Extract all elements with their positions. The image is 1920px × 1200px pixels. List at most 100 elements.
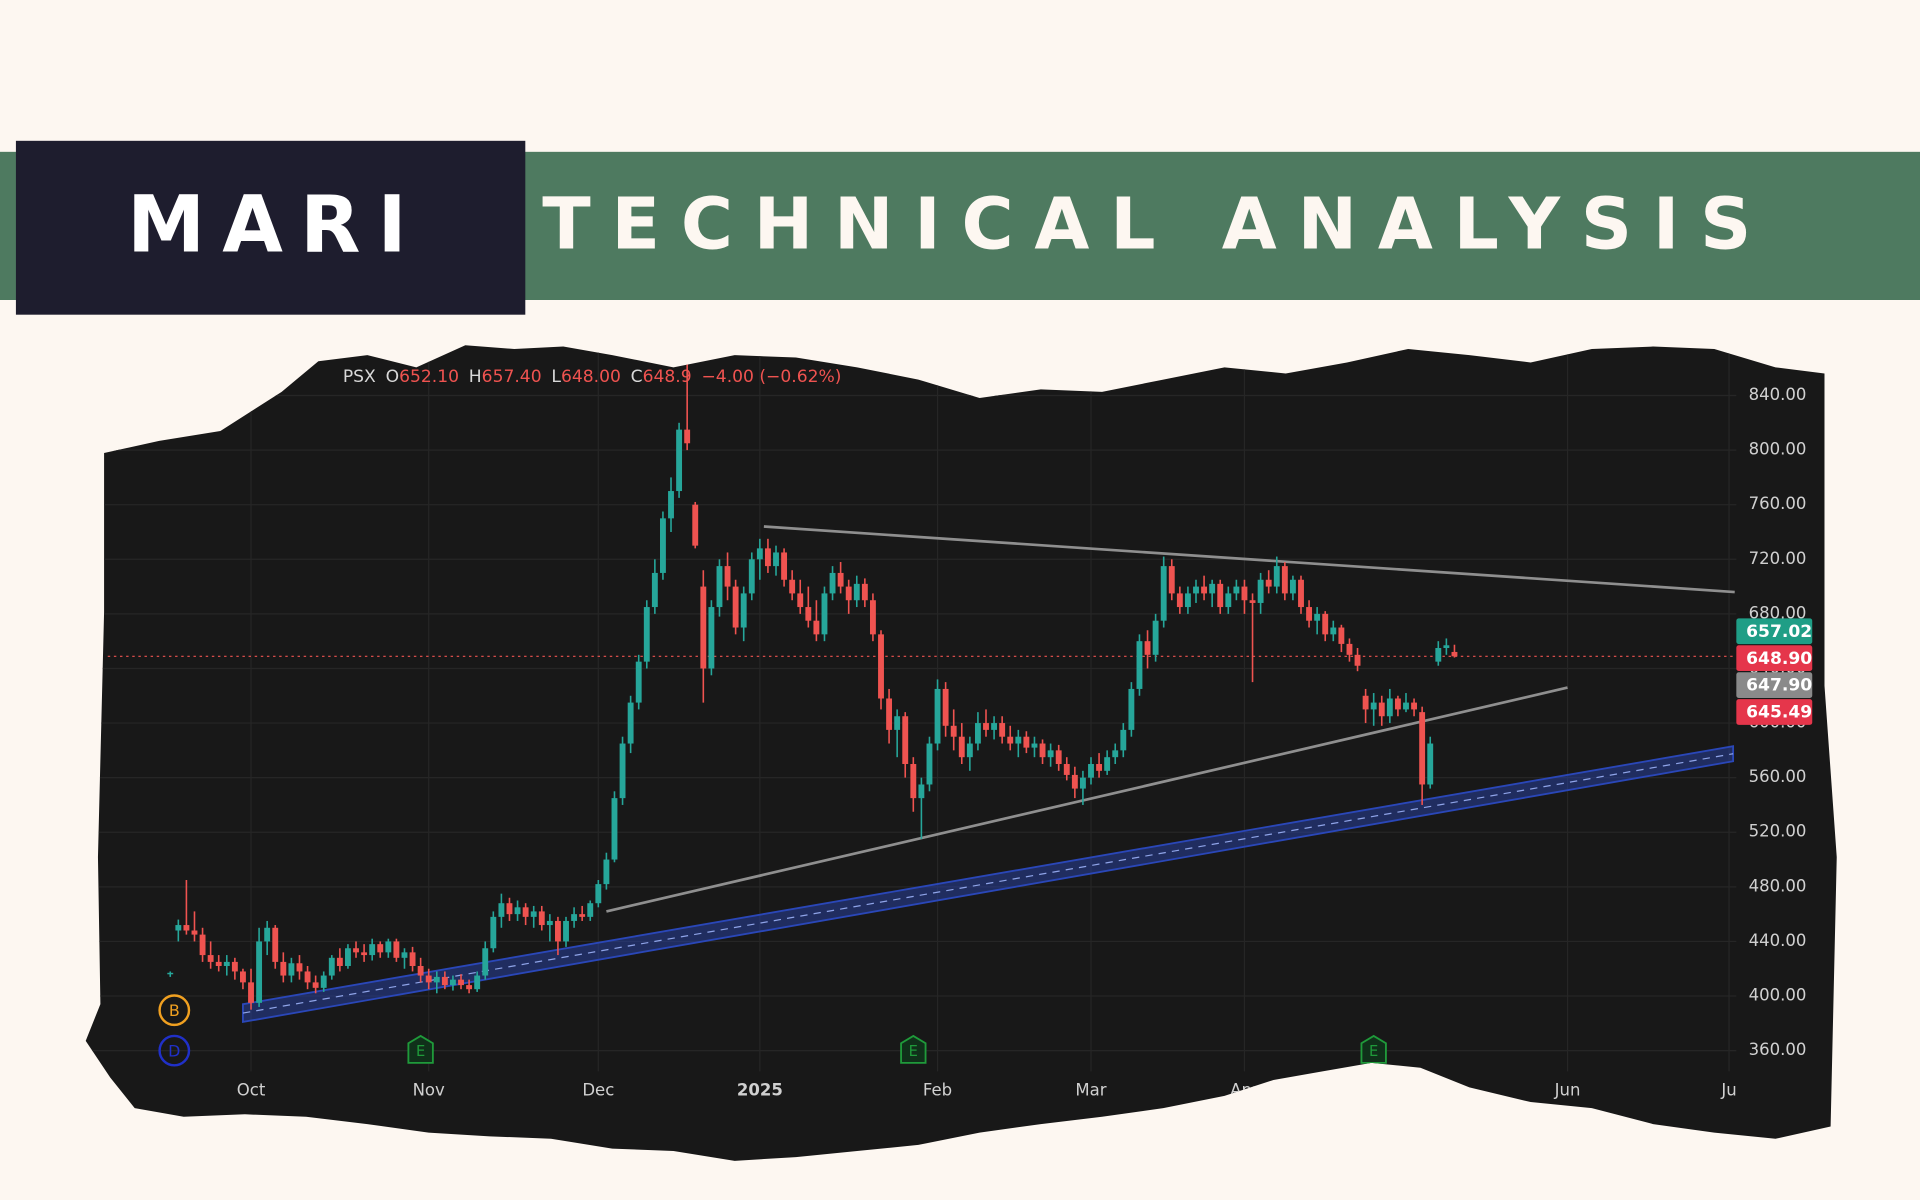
ohlc-legend: 648.9 — [643, 367, 692, 387]
candle-body — [1289, 579, 1296, 594]
candle-body — [240, 971, 246, 983]
candle-body — [966, 743, 973, 758]
candle-body — [304, 971, 311, 983]
candle-body — [369, 944, 376, 956]
candle-body — [425, 975, 432, 983]
candle-body — [401, 952, 408, 958]
candle-body — [861, 583, 868, 601]
candle-body — [894, 716, 901, 730]
candle-body — [1079, 777, 1086, 789]
event-label: B — [169, 1001, 180, 1020]
x-tick-label: Jun — [1554, 1081, 1581, 1100]
price-tag — [1736, 672, 1813, 698]
price-tag — [1736, 618, 1813, 645]
price-tag-label: 647.90 — [1746, 676, 1812, 696]
candle-body — [1136, 641, 1143, 689]
candle-body — [773, 552, 779, 567]
candle-body — [474, 975, 481, 990]
candle-body — [1451, 651, 1458, 657]
candle-body — [554, 920, 561, 942]
candle-body — [417, 965, 424, 976]
y-tick-label: 840.00 — [1749, 385, 1807, 404]
candle-body — [934, 688, 941, 744]
candle-body — [611, 798, 618, 860]
candle-body — [546, 920, 553, 926]
candle-body — [837, 572, 844, 587]
candle-body — [700, 586, 707, 669]
candle-body — [1112, 750, 1119, 758]
candle-body — [167, 972, 174, 975]
candle-body — [175, 925, 182, 931]
candle-body — [942, 688, 949, 726]
ohlc-legend: O — [386, 367, 399, 387]
candle-body — [635, 661, 642, 703]
candle-body — [1370, 702, 1377, 710]
y-tick-label: 440.00 — [1749, 931, 1807, 950]
event-marker — [900, 1034, 927, 1064]
ohlc-legend: PSX — [343, 367, 376, 387]
candle-body — [1063, 764, 1070, 775]
candle-body — [377, 944, 384, 953]
candle-body — [1071, 774, 1078, 789]
candle-body — [514, 907, 521, 915]
y-tick-label: 760.00 — [1749, 494, 1807, 513]
candle-body — [732, 586, 739, 628]
y-tick-label: 560.00 — [1749, 767, 1807, 786]
candle-body — [627, 702, 634, 744]
candle-body — [1096, 764, 1103, 771]
candle-body — [1039, 743, 1046, 758]
candle-body — [1378, 702, 1385, 717]
ohlc-legend: L — [551, 367, 561, 387]
candle-body — [1176, 593, 1183, 608]
candle-body — [756, 548, 763, 560]
ohlc-legend: H — [469, 367, 482, 387]
candle-body — [215, 961, 222, 966]
candle-body — [231, 961, 238, 972]
event-marker — [407, 1034, 434, 1064]
candle-body — [223, 961, 230, 966]
candle-body — [716, 566, 723, 608]
candle-body — [530, 911, 537, 917]
candle-body — [1193, 586, 1199, 594]
candle-body — [983, 723, 989, 730]
candle-body — [676, 429, 683, 492]
candle-body — [668, 491, 674, 519]
candle-body — [441, 976, 448, 986]
candle-body — [740, 593, 747, 628]
candle-body — [1184, 593, 1191, 608]
ohlc-legend: C — [631, 367, 643, 387]
candle-body — [1168, 566, 1175, 594]
candle-body — [280, 961, 287, 976]
price-tag-label: 648.90 — [1746, 649, 1812, 669]
x-tick-label: 2025 — [737, 1081, 783, 1100]
event-marker — [1360, 1034, 1387, 1064]
event-label: E — [909, 1043, 918, 1060]
candle-body — [482, 948, 489, 976]
candle-body — [288, 963, 295, 976]
candle-body — [1443, 645, 1450, 648]
y-tick-label: 480.00 — [1749, 876, 1807, 895]
candle-body — [950, 725, 957, 737]
x-tick-label: Dec — [582, 1081, 614, 1100]
candle-body — [1144, 641, 1151, 655]
candle-body — [643, 607, 650, 662]
price-tag-label: 645.49 — [1746, 703, 1812, 723]
candle-body — [1031, 743, 1038, 748]
candle-body — [974, 723, 981, 744]
x-tick-label: Ju — [1720, 1081, 1736, 1100]
candle-body — [409, 952, 416, 966]
candle-body — [999, 723, 1006, 737]
x-tick-label: Apr — [1230, 1081, 1259, 1100]
candle-body — [458, 979, 464, 986]
candle-body — [506, 903, 513, 915]
candle-body — [1209, 583, 1216, 594]
candle-body — [336, 957, 343, 966]
candle-body — [1427, 743, 1434, 785]
candle-body — [1007, 736, 1014, 744]
candle-body — [1152, 620, 1159, 655]
candle-body — [724, 566, 731, 587]
candle-body — [821, 593, 828, 635]
candle-body — [385, 941, 392, 953]
y-tick-label: 360.00 — [1749, 1040, 1807, 1059]
candle-body — [764, 548, 771, 567]
